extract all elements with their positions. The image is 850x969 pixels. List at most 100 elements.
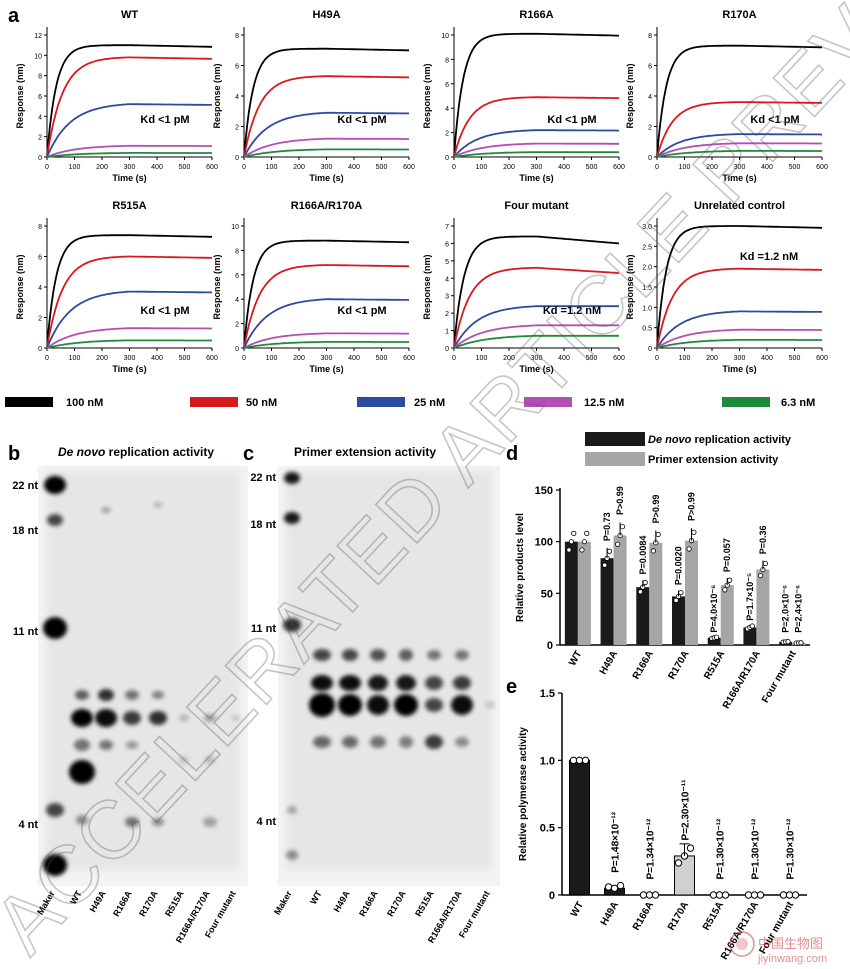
bar-denovo <box>636 587 650 645</box>
gel-band <box>125 690 139 700</box>
x-tick-label: 600 <box>206 164 218 171</box>
x-tick-label: 400 <box>151 164 163 171</box>
y-tick-label: 8 <box>235 33 239 40</box>
kd-label: Kd <1 pM <box>337 114 386 126</box>
data-point <box>616 881 625 890</box>
data-point <box>602 562 608 568</box>
x-tick-label: 200 <box>503 355 515 362</box>
gel-band <box>309 693 335 717</box>
gel-band <box>370 736 386 748</box>
series-line <box>243 264 409 349</box>
y-tick-label: 0 <box>648 155 652 162</box>
y-tick-label: 0 <box>235 346 239 353</box>
gel-band <box>205 756 215 764</box>
bar <box>569 759 590 896</box>
x-tick-label: 0 <box>452 355 456 362</box>
series-line <box>46 151 212 158</box>
series-line <box>453 151 619 158</box>
lane-label: R515A <box>163 889 186 919</box>
y-tick-label: 2.5 <box>642 244 652 251</box>
y-tick-label: 1.5 <box>540 688 555 700</box>
gel-band <box>152 818 164 826</box>
data-point <box>798 640 804 646</box>
x-tick-label: 200 <box>706 164 718 171</box>
series-line <box>453 129 619 158</box>
y-tick-label: 10 <box>441 33 449 40</box>
y-tick-label: 2 <box>38 135 42 142</box>
kd-label: Kd <1 pM <box>337 305 386 317</box>
bli-chart-1: WT 0 2 4 6 8 10 12 0 100 200 300 400 500 600 Time (s) Re… <box>15 9 218 183</box>
x-axis-label: Time (s) <box>519 173 553 183</box>
data-point <box>721 891 730 899</box>
gel-band <box>283 618 301 632</box>
gel-band <box>455 737 469 747</box>
series-line <box>46 327 212 349</box>
y-tick-label: 0.5 <box>642 326 652 333</box>
data-point <box>757 573 764 579</box>
series-line <box>656 328 822 349</box>
x-tick-label: 600 <box>206 355 218 362</box>
series-line <box>46 103 212 158</box>
y-axis-label: Response (nm) <box>422 254 432 319</box>
x-tick-label: 100 <box>679 164 691 171</box>
x-tick-label: 300 <box>124 355 136 362</box>
series-line <box>46 290 212 349</box>
x-axis-label: Time (s) <box>722 364 756 374</box>
gel-band <box>451 695 473 715</box>
pvalue-denovo: P=0.0020 <box>674 546 684 585</box>
y-axis-label: Response (nm) <box>212 254 222 319</box>
gel-band <box>149 711 167 725</box>
y-tick-label: 2.0 <box>642 265 652 272</box>
series-line <box>243 332 409 349</box>
gel-band <box>455 650 469 660</box>
x-tick-label: 500 <box>789 164 801 171</box>
chart-title: R170A <box>722 9 756 21</box>
pvalue-denovo: P=0.0084 <box>638 536 648 575</box>
pvalue-primer: P>0.99 <box>615 486 625 515</box>
x-tick-label: 400 <box>761 164 773 171</box>
x-axis-label: Time (s) <box>309 173 343 183</box>
y-tick-label: 4 <box>445 106 449 113</box>
pvalue-primer: P=2.4×10⁻⁶ <box>794 585 804 633</box>
bar-primer <box>756 569 770 645</box>
gel-c-title: Primer extension activity <box>294 445 436 459</box>
y-tick-label: 0 <box>445 346 449 353</box>
gel-band <box>98 689 114 701</box>
gel-band <box>425 735 443 749</box>
legend-swatch-primer <box>585 452 645 466</box>
pvalue-primer: P=0.057 <box>722 538 732 572</box>
x-tick-label: 400 <box>558 164 570 171</box>
bli-chart-8: Unrelated control 0 0.5 1.0 1.5 2.0 2.5 3.0 0 100… <box>625 200 828 374</box>
data-point <box>650 548 656 554</box>
pvalue-label: P=1.30×10⁻¹² <box>716 818 727 880</box>
marker-label: 22 nt <box>12 480 38 492</box>
bar-denovo <box>672 596 685 645</box>
data-point <box>709 891 718 899</box>
x-tick-label: 600 <box>613 355 625 362</box>
x-tick-label: 0 <box>452 164 456 171</box>
gel-band <box>74 739 90 751</box>
x-tick-label: 500 <box>179 355 191 362</box>
y-axis-label: Response (nm) <box>15 254 25 319</box>
lane-label: H49A <box>332 889 352 914</box>
gel-b-title-rest: replication activity <box>105 445 214 459</box>
x-tick-label: 600 <box>816 355 828 362</box>
x-tick-label: 400 <box>151 355 163 362</box>
lane-label: Maker <box>272 889 294 917</box>
gel-band <box>453 676 471 690</box>
panel-letter-c: c <box>243 443 254 465</box>
series-line <box>243 340 409 349</box>
x-tick-label: 0 <box>242 355 246 362</box>
gel-band <box>287 806 297 814</box>
gel-smear <box>46 470 240 870</box>
legend-swatch <box>5 397 53 407</box>
y-tick-label: 1.0 <box>642 305 652 312</box>
y-tick-label: 1.0 <box>540 755 555 767</box>
gel-band <box>338 694 362 716</box>
data-point <box>756 891 765 899</box>
legend-label: 12.5 nM <box>584 397 624 409</box>
gel-band <box>339 675 361 691</box>
series-line <box>46 234 212 349</box>
x-tick-label: 300 <box>531 164 543 171</box>
x-tick-label: 300 <box>321 355 333 362</box>
